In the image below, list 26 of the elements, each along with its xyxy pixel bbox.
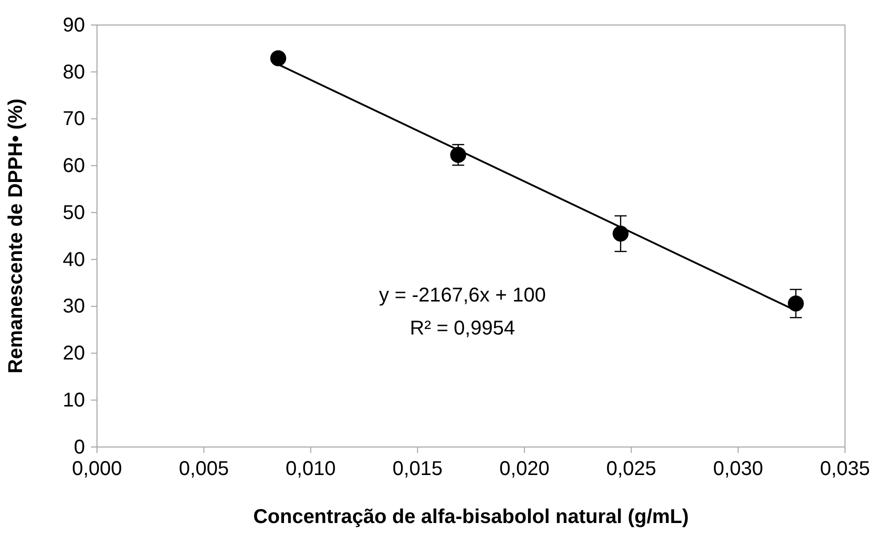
y-tick-label: 20 [62, 342, 85, 365]
y-tick-label: 0 [74, 436, 85, 458]
x-tick-label: 0,005 [178, 458, 229, 480]
y-tick-label: 50 [62, 202, 85, 224]
y-tick-label: 80 [62, 61, 85, 84]
point [788, 296, 804, 312]
y-tick-label: 60 [62, 155, 85, 178]
annotation: y = -2167,6x + 100 [379, 284, 546, 307]
x-tick-label: 0,035 [820, 458, 870, 480]
y-tick-label: 70 [62, 108, 85, 130]
x-tick-label: 0,000 [72, 458, 122, 480]
x-tick-label: 0,015 [392, 458, 443, 480]
x-tick-label: 0,030 [713, 458, 764, 480]
x-tick-label: 0,010 [286, 458, 336, 480]
x-tick-label: 0,020 [499, 458, 550, 480]
x-tick-label: 0,025 [606, 458, 656, 480]
point [612, 226, 629, 242]
point [270, 50, 286, 66]
x-axis-title: Concentração de alfa-bisabolol natural (g/mL) [253, 506, 689, 528]
y-axis-title: Remanescente de DPPH• (%) [5, 98, 27, 374]
y-tick-label: 40 [62, 248, 85, 271]
y-tick-label: 90 [62, 14, 85, 36]
point [450, 146, 466, 163]
y-tick-label: 30 [62, 296, 85, 318]
y-tick-label: 10 [62, 390, 85, 412]
annotation: R² = 0,9954 [410, 318, 515, 340]
